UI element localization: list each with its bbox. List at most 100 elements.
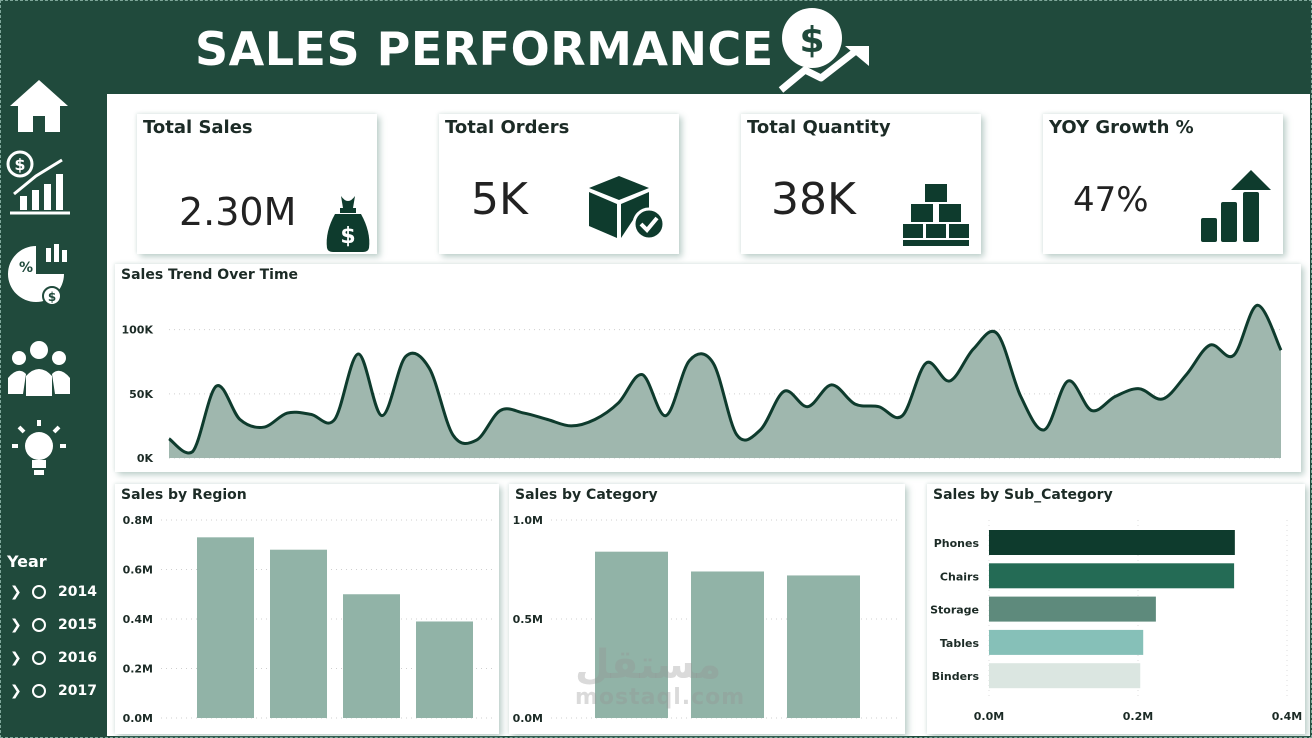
sidebar-nav: $ % $ Year ❯ 2014: [0, 70, 106, 738]
radio-button[interactable]: [32, 585, 46, 599]
svg-text:$: $: [48, 290, 56, 304]
customers-icon[interactable]: [6, 336, 72, 402]
trend-point: [287, 413, 288, 414]
trend-point: [1139, 388, 1140, 389]
kpi-value: 38K: [771, 174, 856, 225]
svg-text:$: $: [799, 20, 824, 61]
report-canvas: Total Sales 2.30M $ Total Orders 5K Tota…: [107, 94, 1310, 736]
year-option-2016[interactable]: ❯ 2016: [10, 647, 105, 669]
bar: [989, 629, 1144, 655]
svg-text:$: $: [340, 224, 355, 249]
insights-bulb-icon[interactable]: [6, 416, 72, 482]
chart-title: Sales by Region: [121, 487, 247, 503]
trend-point: [1281, 350, 1282, 351]
radio-button[interactable]: [32, 684, 46, 698]
sales-trend-chart[interactable]: Sales Trend Over Time 0K 50K 100K: [115, 264, 1301, 472]
chart-title: Sales Trend Over Time: [121, 267, 299, 283]
trend-point: [713, 363, 714, 364]
year-option-2017[interactable]: ❯ 2017: [10, 680, 105, 702]
year-option-2014[interactable]: ❯ 2014: [10, 581, 105, 603]
year-option-2015[interactable]: ❯ 2015: [10, 614, 105, 636]
chevron-right-icon: ❯: [10, 650, 22, 666]
trend-point: [689, 360, 690, 361]
kpi-title: Total Sales: [143, 117, 253, 138]
trend-point: [949, 381, 950, 382]
sales-by-region-plot: 0.0M 0.2M 0.4M 0.6M 0.8M: [123, 514, 493, 725]
y-tick-label: 0.0M: [123, 712, 153, 725]
kpi-value: 47%: [1073, 180, 1149, 220]
kpi-value: 2.30M: [179, 190, 297, 234]
category-label: Chairs: [940, 570, 980, 583]
kpi-card-yoy-growth[interactable]: YOY Growth % 47%: [1043, 114, 1283, 254]
radio-button[interactable]: [32, 651, 46, 665]
trend-point: [665, 415, 666, 416]
bar: [197, 537, 254, 718]
trend-point: [784, 391, 785, 392]
bar: [691, 571, 764, 718]
y-tick-label: 0.6M: [123, 564, 153, 577]
sales-by-subcategory-plot: 0.0M 0.2M 0.4M Phones Chairs Storage Tables Bin…: [930, 520, 1302, 723]
year-option-label: 2014: [58, 584, 97, 600]
y-tick-label: 0.4M: [123, 613, 153, 626]
trend-point: [452, 434, 453, 435]
year-filter-label: Year: [7, 552, 47, 571]
trend-point: [476, 440, 477, 441]
x-tick-label: 0.4M: [1272, 710, 1302, 723]
page-title: SALES PERFORMANCE: [195, 22, 774, 76]
trend-point: [973, 348, 974, 349]
trend-point: [405, 356, 406, 357]
y-tick-label: 100K: [122, 324, 154, 337]
trend-point: [381, 415, 382, 416]
x-tick-label: 0.2M: [1123, 710, 1153, 723]
y-tick-label: 50K: [129, 388, 153, 401]
trend-area: [169, 305, 1281, 458]
home-icon[interactable]: [6, 74, 72, 140]
category-label: Phones: [934, 537, 980, 550]
trend-line: [168, 303, 1283, 455]
trend-point: [500, 410, 501, 411]
trend-point: [1210, 345, 1211, 346]
sales-by-region-chart[interactable]: Sales by Region 0.0M 0.2M 0.4M 0.6M 0.8M: [115, 484, 499, 734]
y-tick-label: 0.8M: [123, 514, 153, 527]
trend-point: [192, 451, 193, 452]
kpi-card-total-orders[interactable]: Total Orders 5K: [439, 114, 679, 254]
box-check-icon: [589, 176, 666, 240]
sales-by-subcategory-chart[interactable]: Sales by Sub_Category 0.0M 0.2M 0.4M Phones…: [927, 484, 1305, 734]
chevron-right-icon: ❯: [10, 617, 22, 633]
analytics-pie-icon[interactable]: % $: [6, 238, 72, 304]
bar: [416, 621, 473, 718]
trend-point: [1257, 305, 1258, 306]
trend-point: [878, 406, 879, 407]
sales-trend-plot: 0K 50K 100K: [122, 303, 1283, 465]
watermark: مستقل mostaql.com: [575, 645, 745, 710]
trend-point: [1115, 396, 1116, 397]
y-tick-label: 0.5M: [513, 613, 543, 626]
sales-by-category-chart[interactable]: Sales by Category 0.0M 0.5M 1.0M: [509, 484, 905, 734]
trend-point: [1233, 355, 1234, 356]
chart-title: Sales by Category: [515, 487, 658, 503]
trend-point: [1091, 410, 1092, 411]
year-option-label: 2015: [58, 617, 97, 633]
svg-text:$: $: [14, 155, 25, 174]
kpi-card-total-sales[interactable]: Total Sales 2.30M $: [137, 114, 377, 254]
y-tick-label: 0.2M: [123, 663, 153, 676]
trend-point: [1044, 429, 1045, 430]
sales-growth-icon[interactable]: $: [6, 150, 72, 216]
trend-point: [1068, 381, 1069, 382]
bar: [989, 530, 1235, 555]
trend-point: [1020, 396, 1021, 397]
bar: [989, 596, 1156, 622]
bar: [989, 563, 1235, 589]
trend-point: [169, 438, 170, 439]
trend-point: [429, 368, 430, 369]
trend-point: [594, 419, 595, 420]
bar: [787, 575, 860, 718]
kpi-card-total-quantity[interactable]: Total Quantity 38K: [741, 114, 981, 254]
kpi-title: Total Orders: [445, 117, 570, 138]
radio-button[interactable]: [32, 618, 46, 632]
category-label: Binders: [932, 670, 980, 683]
growth-bars-icon: [1201, 170, 1271, 242]
kpi-title: YOY Growth %: [1049, 117, 1194, 138]
trend-point: [547, 419, 548, 420]
trend-point: [736, 434, 737, 435]
